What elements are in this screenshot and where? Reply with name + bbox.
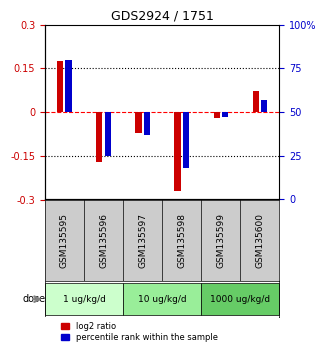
Legend: log2 ratio, percentile rank within the sample: log2 ratio, percentile rank within the s… (61, 322, 218, 342)
Text: GSM135600: GSM135600 (255, 213, 264, 268)
Text: 10 ug/kg/d: 10 ug/kg/d (138, 295, 187, 304)
Bar (143, 112, 150, 135)
Bar (183, 112, 189, 168)
Text: 1 ug/kg/d: 1 ug/kg/d (63, 295, 105, 304)
Bar (253, 91, 259, 112)
Bar (135, 112, 142, 133)
Text: GSM135597: GSM135597 (138, 213, 147, 268)
Bar (123, 283, 201, 315)
Bar (201, 283, 279, 315)
Bar (45, 283, 123, 315)
Bar (65, 60, 72, 112)
Bar (96, 112, 102, 162)
Text: 1000 ug/kg/d: 1000 ug/kg/d (210, 295, 270, 304)
Title: GDS2924 / 1751: GDS2924 / 1751 (111, 9, 213, 22)
Text: GSM135599: GSM135599 (216, 213, 225, 268)
Text: GSM135598: GSM135598 (177, 213, 186, 268)
Bar (261, 100, 267, 112)
Bar (222, 112, 228, 118)
Text: dose: dose (22, 294, 46, 304)
Bar (174, 112, 181, 191)
Bar (57, 61, 64, 112)
Text: GSM135596: GSM135596 (99, 213, 108, 268)
Bar (213, 112, 220, 118)
Text: GSM135595: GSM135595 (60, 213, 69, 268)
Bar (105, 112, 111, 156)
